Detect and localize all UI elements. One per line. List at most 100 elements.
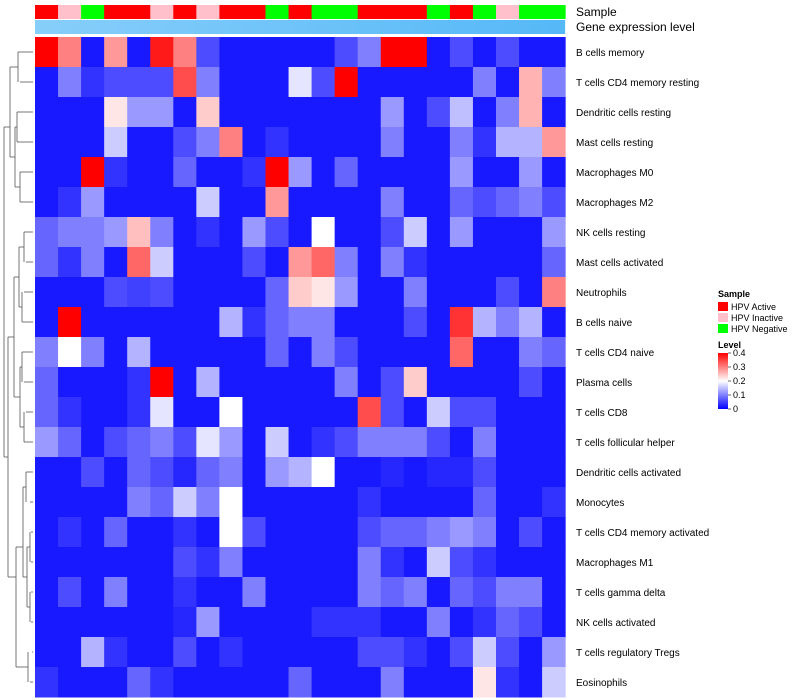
legend-swatch-hpv-active xyxy=(718,302,728,311)
heatmap-cell xyxy=(104,337,128,368)
row-label: Macrophages M0 xyxy=(576,168,654,179)
heatmap-cell xyxy=(219,667,243,698)
heatmap-cell xyxy=(403,187,428,218)
heatmap-cell xyxy=(35,157,59,188)
heatmap-cell xyxy=(357,367,382,398)
heatmap-cell xyxy=(426,307,451,338)
heatmap-cell xyxy=(403,577,428,608)
heatmap-cell xyxy=(265,307,290,338)
heatmap-cell xyxy=(219,637,243,668)
heatmap-cell xyxy=(265,547,290,578)
level-tick-label: 0.1 xyxy=(733,390,746,400)
heatmap-cell xyxy=(58,277,82,308)
heatmap-cell xyxy=(104,637,128,668)
heatmap-cell xyxy=(58,337,82,368)
heatmap-cell xyxy=(104,247,128,278)
heatmap-cell xyxy=(472,577,497,608)
heatmap-cell xyxy=(196,247,220,278)
heatmap-cell xyxy=(311,367,336,398)
sample-cell-active xyxy=(288,5,313,19)
heatmap-cell xyxy=(242,187,266,218)
legend-swatch-hpv-inactive xyxy=(718,313,728,322)
heatmap-cell xyxy=(196,637,220,668)
heatmap-cell xyxy=(219,337,243,368)
heatmap-cell xyxy=(288,667,313,698)
heatmap-cell xyxy=(265,127,290,158)
heatmap-cell xyxy=(426,457,451,488)
heatmap-cell xyxy=(334,517,359,548)
heatmap-cell xyxy=(403,337,428,368)
heatmap-cell xyxy=(265,367,290,398)
heatmap-cell xyxy=(380,217,405,248)
heatmap-cell xyxy=(81,367,105,398)
heatmap-cell xyxy=(426,157,451,188)
heatmap-cell xyxy=(173,487,197,518)
heatmap-cell xyxy=(334,427,359,458)
sample-cell-active xyxy=(104,5,128,19)
heatmap-cell xyxy=(265,217,290,248)
heatmap-cell xyxy=(242,67,266,98)
heatmap-cell xyxy=(196,277,220,308)
heatmap-cell xyxy=(265,67,290,98)
heatmap-cell xyxy=(196,457,220,488)
heatmap-cell xyxy=(357,337,382,368)
heatmap-cell xyxy=(288,547,313,578)
heatmap-cell xyxy=(334,607,359,638)
heatmap-cell xyxy=(334,367,359,398)
heatmap-cell xyxy=(380,577,405,608)
heatmap-cell xyxy=(472,667,497,698)
heatmap-cell xyxy=(542,37,566,68)
heatmap-cell xyxy=(150,397,174,428)
heatmap-cell xyxy=(496,67,520,98)
heatmap-cell xyxy=(542,427,566,458)
heatmap-cell xyxy=(173,547,197,578)
heatmap-cell xyxy=(426,367,451,398)
heatmap-cell xyxy=(81,127,105,158)
heatmap-cell xyxy=(426,577,451,608)
heatmap-cell xyxy=(81,457,105,488)
heatmap-cell xyxy=(403,157,428,188)
heatmap-cell xyxy=(104,367,128,398)
legend-label-hpv-inactive: HPV Inactive xyxy=(731,313,783,323)
heatmap-cell xyxy=(449,547,474,578)
heatmap-cell xyxy=(35,187,59,218)
heatmap-cell xyxy=(288,157,313,188)
heatmap-cell xyxy=(380,667,405,698)
heatmap-cell xyxy=(242,607,266,638)
heatmap-cell xyxy=(519,97,543,128)
heatmap-cell xyxy=(58,217,82,248)
heatmap-cell xyxy=(472,487,497,518)
heatmap-cell xyxy=(219,67,243,98)
heatmap-cell xyxy=(242,397,266,428)
heatmap-cell xyxy=(288,607,313,638)
heatmap-cell xyxy=(104,187,128,218)
heatmap-cell xyxy=(380,277,405,308)
heatmap-cell xyxy=(311,67,336,98)
heatmap-cell xyxy=(449,307,474,338)
heatmap-cell xyxy=(311,577,336,608)
row-label: Macrophages M1 xyxy=(576,558,654,569)
sample-cell-active xyxy=(357,5,382,19)
heatmap-cell xyxy=(127,487,151,518)
heatmap-cell xyxy=(519,487,543,518)
heatmap-cell xyxy=(35,217,59,248)
heatmap-cell xyxy=(150,37,174,68)
heatmap-cell xyxy=(173,607,197,638)
heatmap-cell xyxy=(403,457,428,488)
heatmap-cell xyxy=(127,187,151,218)
level-colorbar xyxy=(718,353,728,409)
sample-cell-inactive xyxy=(58,5,82,19)
heatmap-cell xyxy=(81,277,105,308)
heatmap-cell xyxy=(58,577,82,608)
heatmap-cell xyxy=(449,37,474,68)
row-label: T cells CD4 naive xyxy=(576,348,655,359)
heatmap-cell xyxy=(334,457,359,488)
heatmap-cell xyxy=(58,637,82,668)
heatmap-cell xyxy=(288,37,313,68)
heatmap-cell xyxy=(519,577,543,608)
heatmap-cell xyxy=(127,127,151,158)
heatmap-cell xyxy=(265,577,290,608)
heatmap-cell xyxy=(496,247,520,278)
heatmap-cell xyxy=(449,517,474,548)
row-label: Macrophages M2 xyxy=(576,198,654,209)
